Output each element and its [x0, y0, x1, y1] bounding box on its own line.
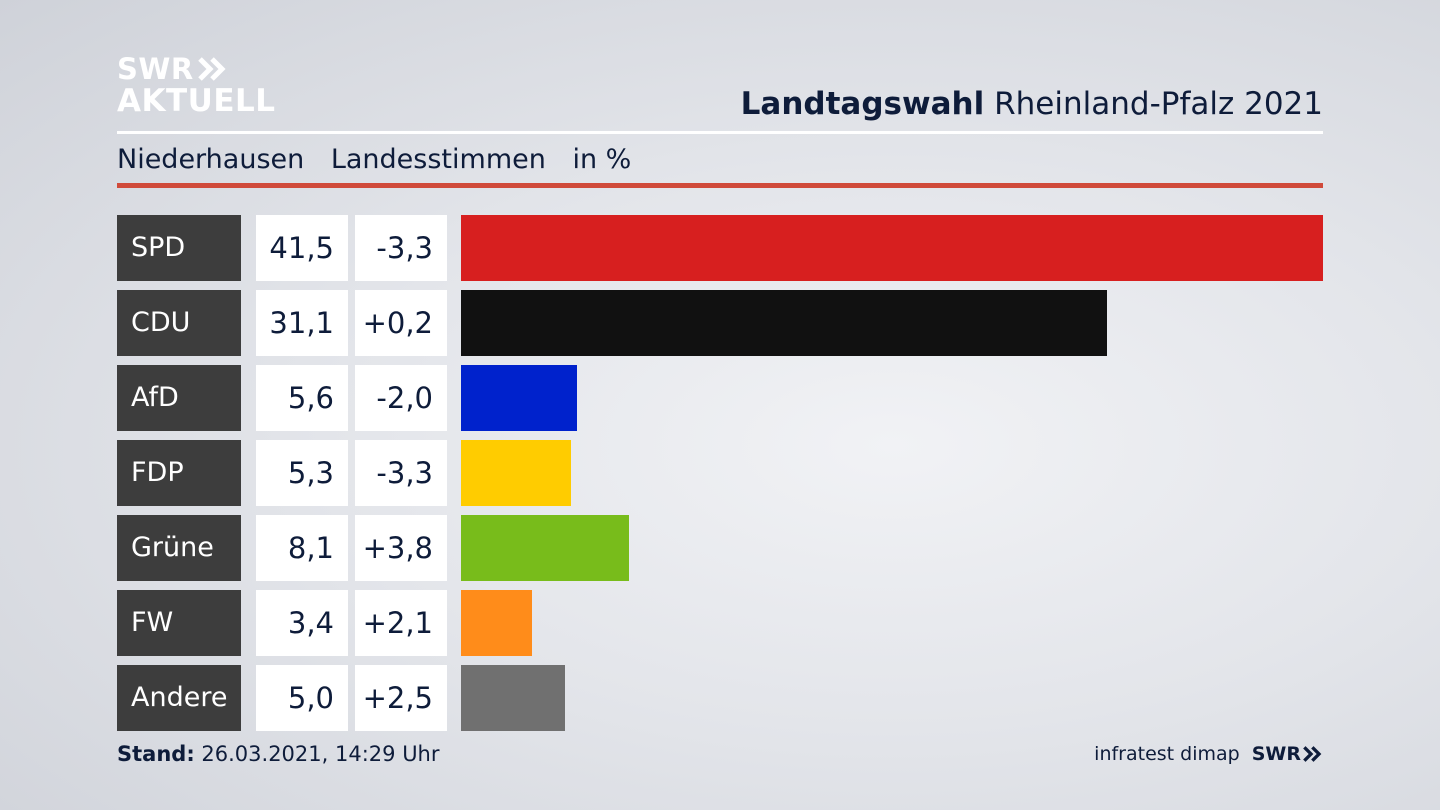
result-row: FDP 5,3 -3,3: [117, 440, 1323, 506]
vote-share-label: 41,5: [256, 215, 348, 281]
stand-value: 26.03.2021, 14:29 Uhr: [201, 742, 440, 766]
subtitle-vote-type: Landesstimmen: [330, 144, 546, 175]
bar-gr-ne: [461, 515, 629, 581]
stand-label: Stand:: [117, 742, 195, 766]
result-row: SPD 41,5 -3,3: [117, 215, 1323, 281]
logo-swr-text: SWR: [117, 52, 194, 86]
logo-aktuell-text: AKTUELL: [117, 83, 276, 119]
change-label: +0,2: [355, 290, 447, 356]
vote-share-label: 5,3: [256, 440, 348, 506]
accent-divider: [117, 183, 1323, 188]
source-label: infratest dimap: [1094, 743, 1240, 765]
party-label: Grüne: [117, 515, 241, 581]
source-credit: infratest dimap SWR: [1094, 740, 1323, 768]
bar-andere: [461, 665, 565, 731]
change-label: +2,5: [355, 665, 447, 731]
change-label: -3,3: [355, 215, 447, 281]
bar-afd: [461, 365, 577, 431]
bar-cdu: [461, 290, 1107, 356]
vote-share-label: 3,4: [256, 590, 348, 656]
swr-aktuell-logo: SWR AKTUELL: [117, 54, 276, 118]
vote-share-label: 5,0: [256, 665, 348, 731]
result-row: Andere 5,0 +2,5: [117, 665, 1323, 731]
vote-share-label: 8,1: [256, 515, 348, 581]
result-row: CDU 31,1 +0,2: [117, 290, 1323, 356]
party-label: FW: [117, 590, 241, 656]
footer-swr-logo: SWR: [1252, 740, 1323, 768]
page-title: Landtagswahl Rheinland-Pfalz 2021: [741, 84, 1323, 124]
double-chevron-icon: [197, 57, 226, 81]
party-label: FDP: [117, 440, 241, 506]
bar-fdp: [461, 440, 571, 506]
title-rest: Rheinland-Pfalz 2021: [994, 86, 1323, 122]
party-label: Andere: [117, 665, 241, 731]
change-label: +3,8: [355, 515, 447, 581]
party-label: AfD: [117, 365, 241, 431]
result-row: FW 3,4 +2,1: [117, 590, 1323, 656]
party-label: SPD: [117, 215, 241, 281]
party-label: CDU: [117, 290, 241, 356]
header-divider: [117, 131, 1323, 134]
subtitle-place: Niederhausen: [117, 144, 305, 175]
chart-subtitle: Niederhausen Landesstimmen in %: [117, 142, 649, 178]
change-label: -2,0: [355, 365, 447, 431]
timestamp: Stand: 26.03.2021, 14:29 Uhr: [117, 740, 440, 768]
footer-swr-text: SWR: [1251, 743, 1301, 765]
bar-spd: [461, 215, 1323, 281]
result-row: AfD 5,6 -2,0: [117, 365, 1323, 431]
title-bold: Landtagswahl: [740, 86, 985, 122]
vote-share-label: 5,6: [256, 365, 348, 431]
vote-share-label: 31,1: [256, 290, 348, 356]
result-row: Grüne 8,1 +3,8: [117, 515, 1323, 581]
double-chevron-icon: [1303, 746, 1322, 762]
change-label: -3,3: [355, 440, 447, 506]
bar-fw: [461, 590, 532, 656]
change-label: +2,1: [355, 590, 447, 656]
subtitle-unit: in %: [572, 144, 632, 175]
